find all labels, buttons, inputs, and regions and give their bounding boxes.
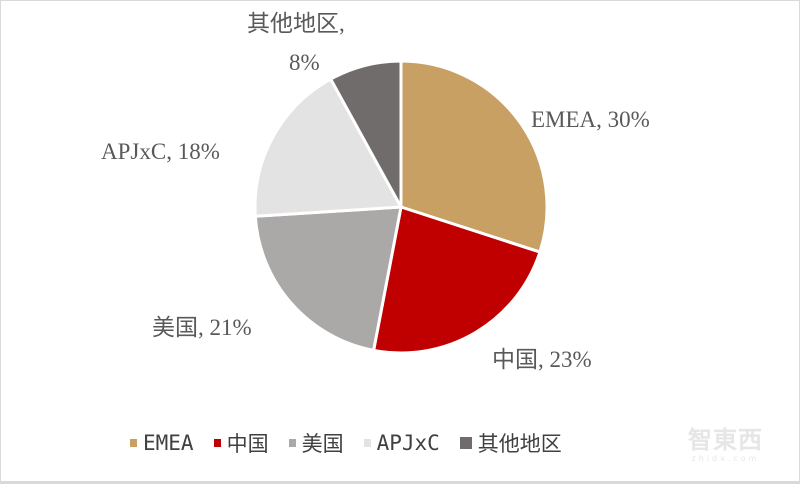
data-label-usa: 美国, 21% — [152, 315, 252, 340]
legend-label: EMEA — [143, 431, 194, 455]
watermark-text: 智東西 — [688, 426, 763, 454]
watermark-logo: 智東西 zhidx.com — [688, 428, 763, 463]
legend-swatch-china — [213, 439, 221, 447]
slice-emea[interactable] — [399, 59, 549, 254]
legend-swatch-usa — [288, 439, 296, 447]
data-label-other-line1: 其他地区, — [247, 11, 345, 36]
legend-label: APJxC — [376, 431, 440, 455]
legend-item-other[interactable]: 其他地区 — [459, 428, 562, 458]
data-label-emea: EMEA, 30% — [531, 107, 650, 132]
watermark-url: zhidx.com — [691, 454, 760, 463]
legend-item-usa[interactable]: 美国 — [288, 428, 344, 458]
legend-swatch-other — [459, 437, 472, 449]
slice-usa[interactable] — [253, 205, 403, 352]
slice-china[interactable] — [372, 205, 542, 355]
data-label-other-line2: 8% — [289, 50, 320, 75]
slice-apjxc[interactable] — [253, 77, 403, 218]
legend-item-china[interactable]: 中国 — [213, 428, 269, 458]
legend-label: 中国 — [226, 432, 269, 456]
legend-item-emea[interactable]: EMEA — [130, 431, 194, 455]
legend-swatch-emea — [130, 439, 137, 447]
data-label-apjxc: APJxC, 18% — [101, 139, 220, 164]
data-label-china: 中国, 23% — [492, 347, 592, 372]
legend-swatch-apjxc — [363, 439, 371, 447]
legend-label: 美国 — [301, 432, 344, 456]
slice-other[interactable] — [329, 59, 403, 209]
legend-item-apjxc[interactable]: APJxC — [363, 431, 440, 455]
chart-legend: EMEA 中国 美国 APJxC 其他地区 — [130, 428, 582, 458]
legend-label: 其他地区 — [477, 432, 562, 456]
